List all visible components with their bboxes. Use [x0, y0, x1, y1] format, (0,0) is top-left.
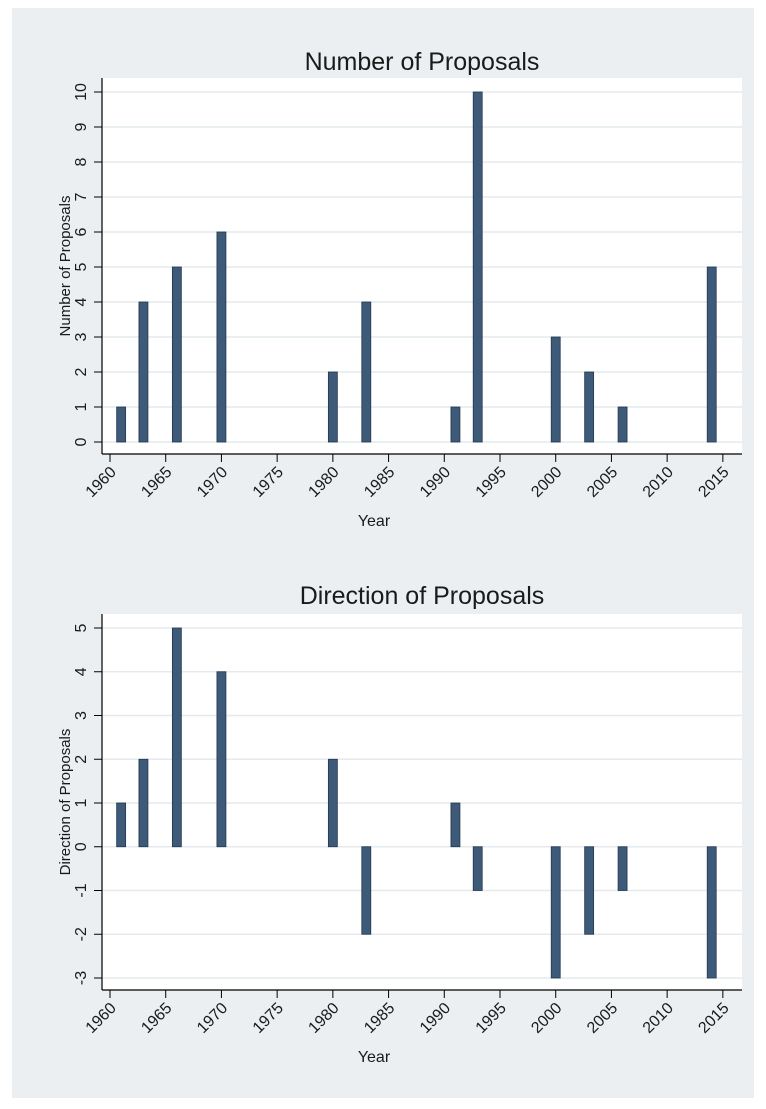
bar-1970 [216, 671, 227, 848]
y-axis-label: Direction of Proposals [57, 729, 74, 876]
y-tick-label: 4 [73, 297, 90, 306]
y-tick-label: 5 [73, 623, 90, 632]
bar-1980 [327, 371, 338, 443]
bar-1963 [138, 758, 149, 848]
bar-2003 [584, 846, 595, 935]
plot-area [102, 614, 742, 990]
bar-1983 [361, 301, 372, 443]
bar-1993 [472, 846, 483, 891]
y-tick-label: 2 [73, 755, 90, 764]
x-axis-label: Year [358, 1049, 391, 1066]
bar-2006 [617, 846, 628, 891]
bar-1966 [171, 627, 182, 848]
bar-2006 [617, 406, 628, 443]
y-tick-label: 3 [73, 332, 90, 341]
bar-2003 [584, 371, 595, 443]
y-tick-label: 1 [73, 798, 90, 807]
y-tick-label: 10 [73, 83, 90, 101]
y-tick-label: 0 [73, 437, 90, 446]
bar-2000 [550, 846, 561, 979]
x-axis-label: Year [358, 513, 391, 530]
y-tick-label: 5 [73, 262, 90, 271]
bar-1991 [450, 406, 461, 443]
bar-1970 [216, 231, 227, 443]
bar-2014 [706, 266, 717, 443]
y-tick-label: 1 [73, 402, 90, 411]
y-tick-label: 3 [73, 711, 90, 720]
y-tick-label: 8 [73, 157, 90, 166]
y-tick-label: -1 [73, 883, 90, 897]
bar-1961 [116, 802, 127, 848]
bar-1966 [171, 266, 182, 443]
plot-area [102, 78, 742, 454]
y-tick-label: 6 [73, 227, 90, 236]
bar-1980 [327, 758, 338, 848]
bar-2000 [550, 336, 561, 443]
bar-1983 [361, 846, 372, 935]
y-tick-label: 9 [73, 122, 90, 131]
bar-1991 [450, 802, 461, 848]
y-tick-label: 4 [73, 667, 90, 676]
bar-1963 [138, 301, 149, 443]
chart-title: Number of Proposals [305, 48, 540, 76]
y-tick-label: 2 [73, 367, 90, 376]
bar-1993 [472, 91, 483, 443]
bar-2014 [706, 846, 717, 979]
y-tick-label: 0 [73, 842, 90, 851]
y-tick-label: 7 [73, 192, 90, 201]
bar-1961 [116, 406, 127, 443]
y-axis-label: Number of Proposals [57, 196, 74, 337]
y-tick-label: -3 [73, 971, 90, 985]
y-tick-label: -2 [73, 927, 90, 941]
chart-title: Direction of Proposals [300, 582, 545, 610]
